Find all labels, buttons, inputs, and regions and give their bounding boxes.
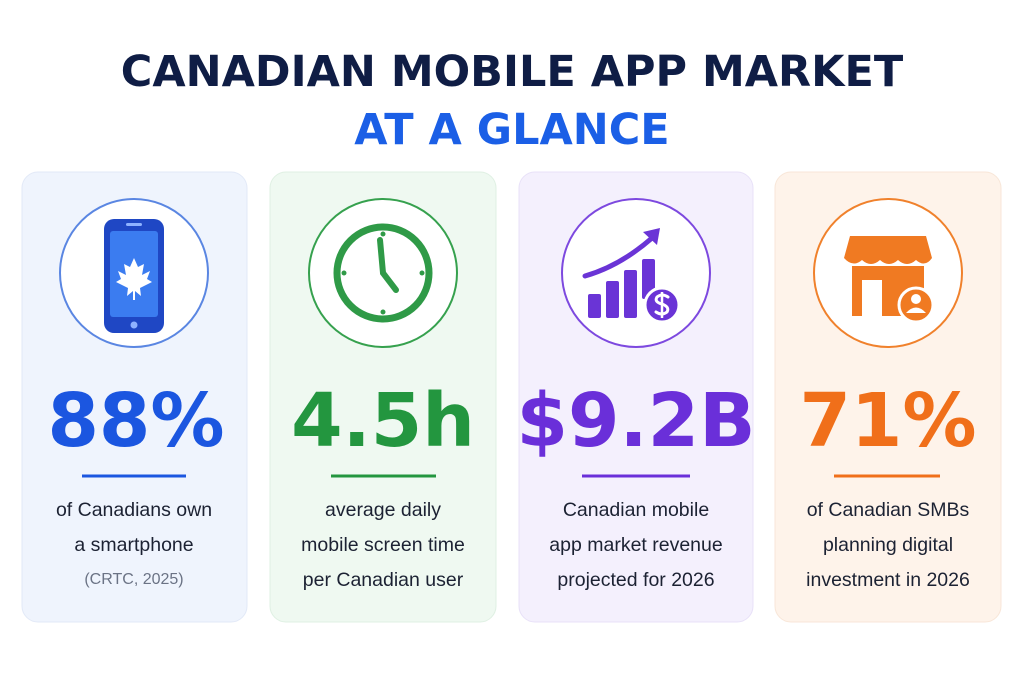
stat-card: 4.5h average daily mobile screen time pe… bbox=[269, 171, 497, 623]
stat-card: 88% of Canadians own a smartphone (CRTC,… bbox=[21, 171, 248, 623]
description-line: Canadian mobile bbox=[563, 499, 709, 521]
description-line: projected for 2026 bbox=[557, 569, 714, 591]
revenue-icon bbox=[582, 228, 681, 324]
description-line: of Canadian SMBs bbox=[807, 499, 970, 521]
description-line: app market revenue bbox=[549, 534, 722, 556]
title-line-1: CANADIAN MOBILE APP MARKET bbox=[121, 47, 904, 97]
phone-icon bbox=[104, 219, 164, 333]
description-line: investment in 2026 bbox=[806, 569, 970, 591]
stat-value: 71% bbox=[799, 378, 976, 464]
description-line: average daily bbox=[325, 499, 441, 521]
stat-card: $9.2B Canadian mobile app market revenue… bbox=[517, 171, 756, 623]
stat-card: 71% of Canadian SMBs planning digital in… bbox=[774, 171, 1002, 623]
clock-icon bbox=[333, 223, 433, 323]
stat-value: $9.2B bbox=[517, 378, 756, 464]
description-line: planning digital bbox=[823, 534, 953, 556]
title-line-2: AT A GLANCE bbox=[354, 105, 669, 155]
stat-value: 88% bbox=[47, 378, 224, 464]
source-note: (CRTC, 2025) bbox=[84, 571, 183, 588]
stat-value: 4.5h bbox=[291, 378, 475, 464]
description-line: a smartphone bbox=[74, 534, 193, 556]
description-line: mobile screen time bbox=[301, 534, 465, 556]
description-line: of Canadians own bbox=[56, 499, 212, 521]
store-icon bbox=[844, 236, 935, 324]
description-line: per Canadian user bbox=[303, 569, 464, 591]
